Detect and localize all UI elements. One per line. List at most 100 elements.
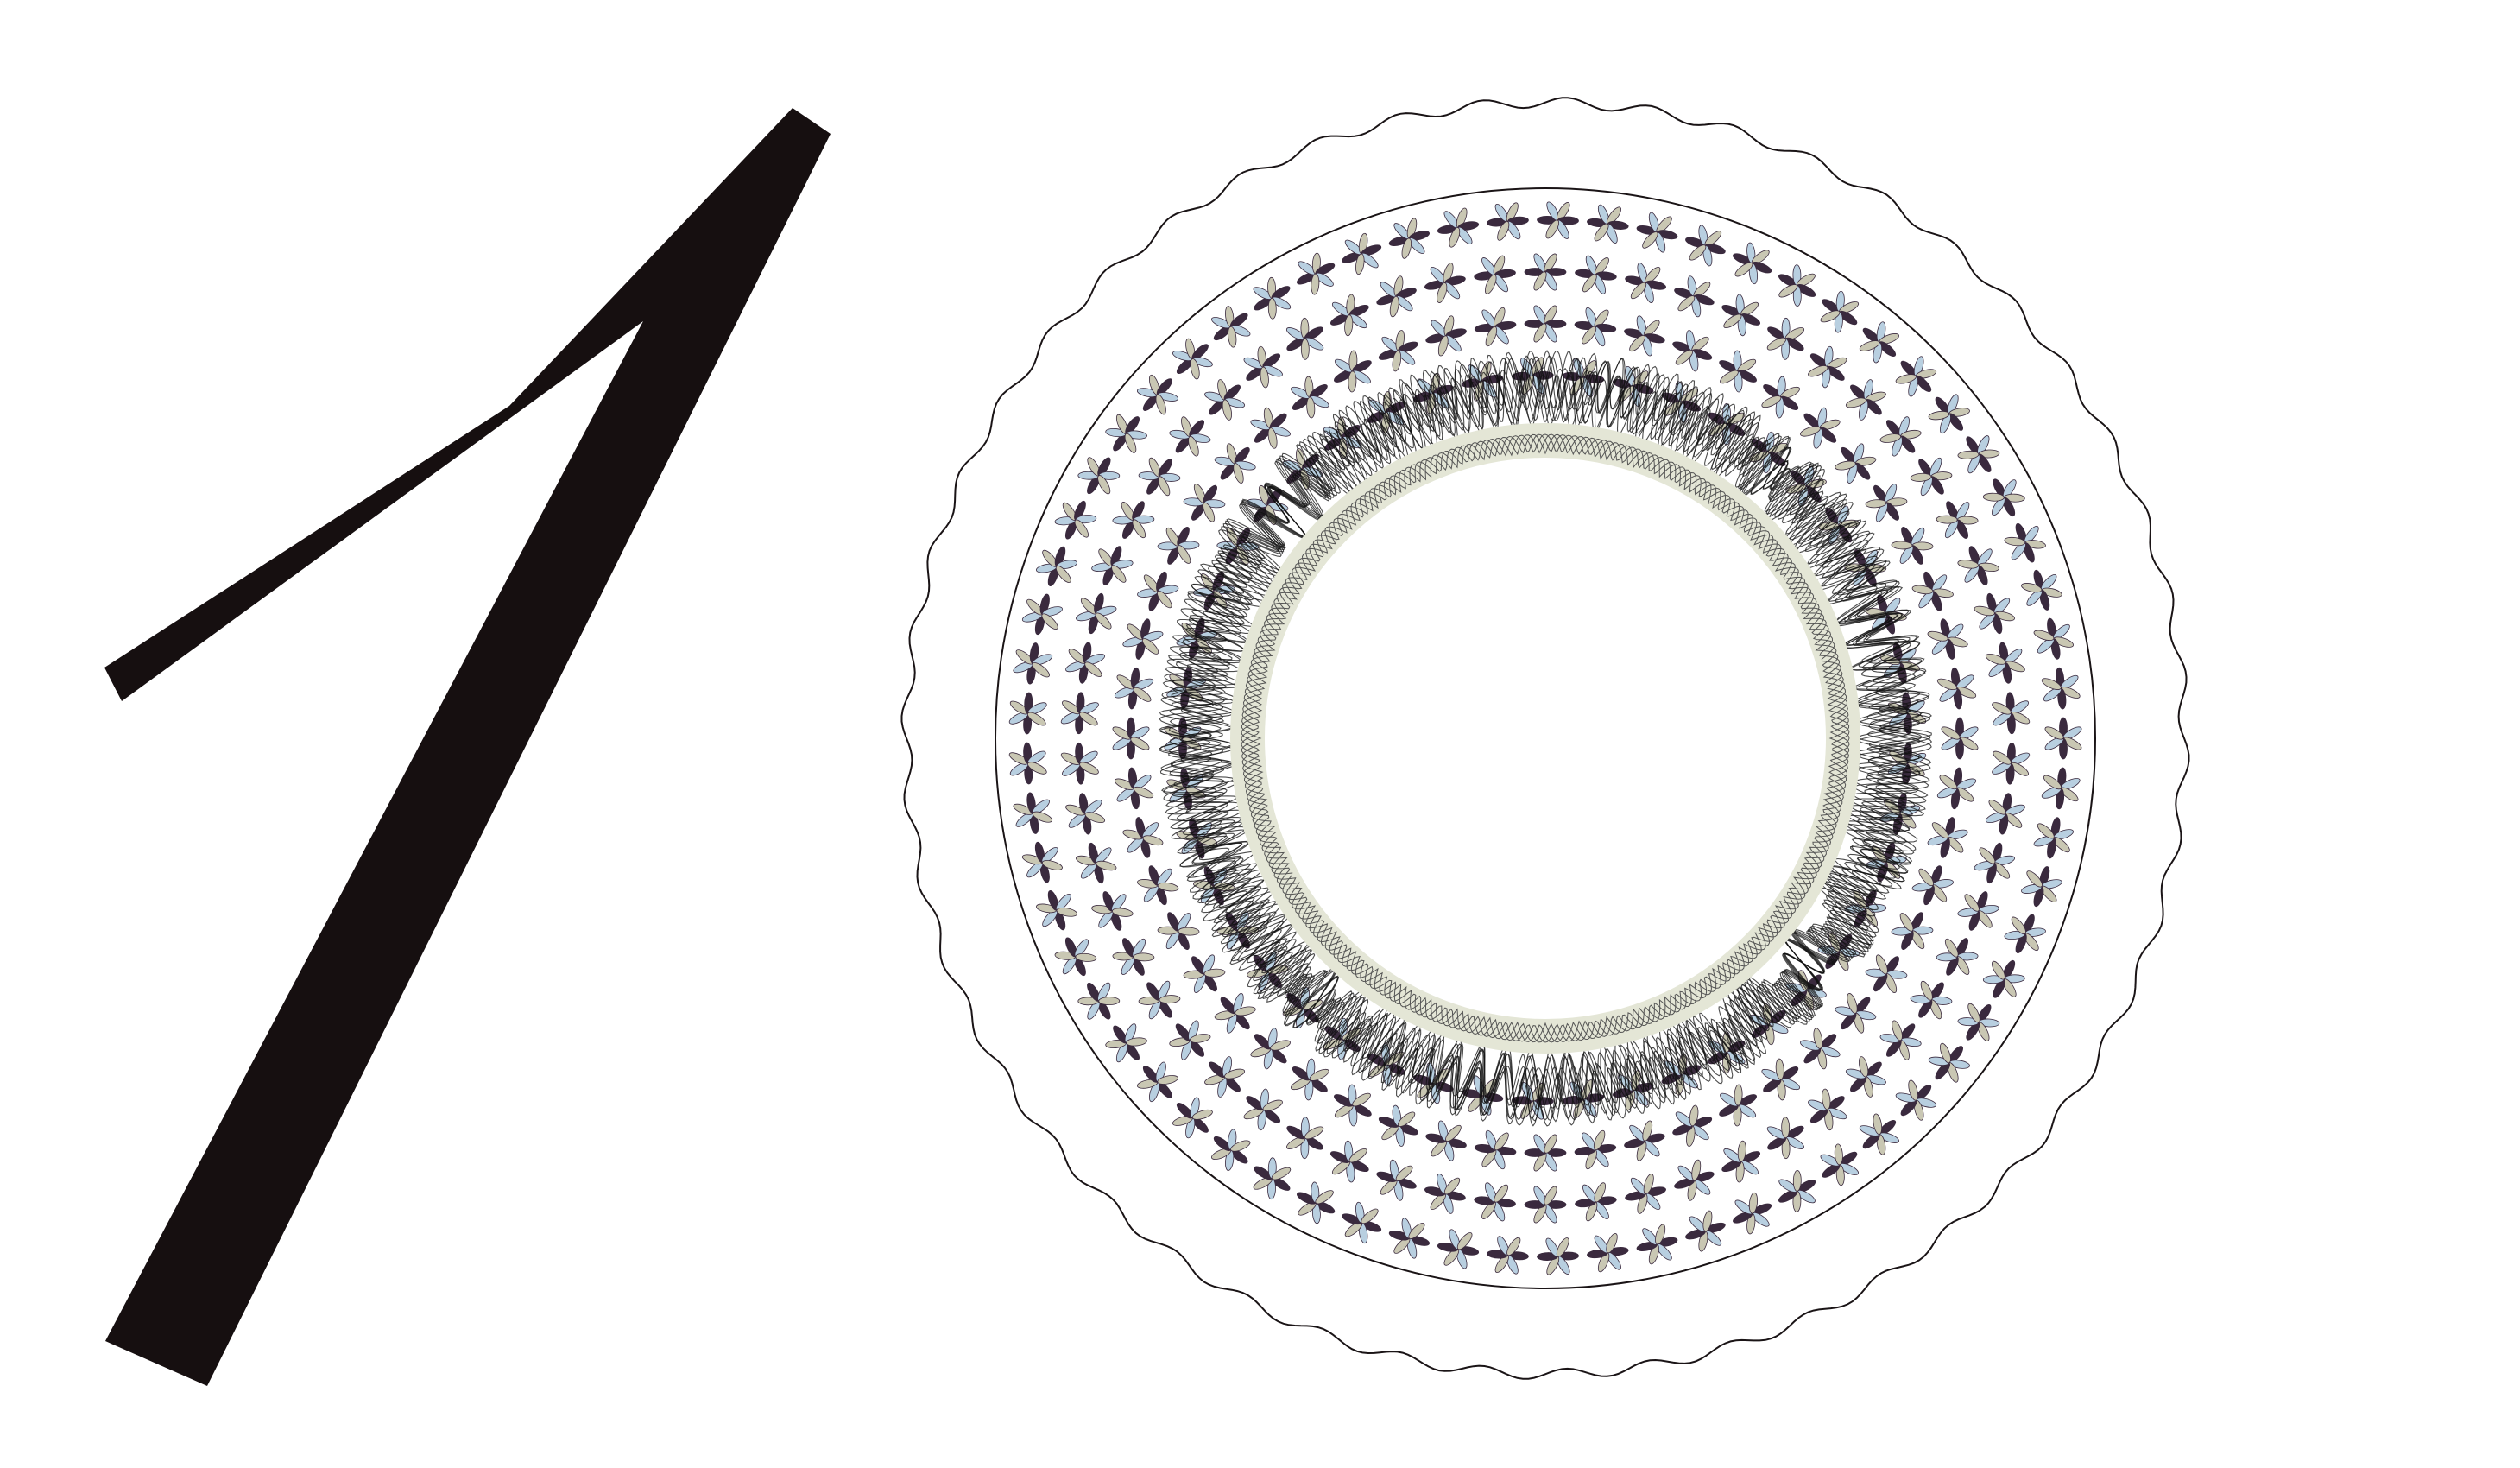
- petal-flower: [1674, 275, 1715, 318]
- petal-flower: [1974, 592, 2015, 635]
- petal-flower: [1992, 692, 2031, 735]
- petal-flower: [1845, 379, 1886, 421]
- petal-flower: [1778, 264, 1816, 307]
- petal-flower: [1183, 484, 1226, 522]
- petal-flower: [2004, 522, 2046, 563]
- petal-flower: [1136, 374, 1178, 415]
- petal-flower: [2033, 817, 2074, 859]
- petal-flower: [1766, 1117, 1805, 1160]
- petal-flower: [1891, 912, 1934, 950]
- petal-flower: [1243, 345, 1283, 389]
- petal-flower: [1291, 376, 1329, 419]
- petal-flower: [1376, 1159, 1417, 1201]
- petal-flower: [1879, 416, 1922, 457]
- petal-flower: [2021, 569, 2062, 611]
- petal-flower: [1342, 232, 1382, 275]
- petal-flower: [1835, 993, 1877, 1034]
- petal-flower: [1982, 959, 2025, 998]
- petal-flower: [1808, 345, 1847, 389]
- petal-flower: [1574, 307, 1617, 347]
- numeral-one-shape: [104, 108, 831, 1386]
- petal-flower: [2041, 767, 2081, 810]
- petal-flower: [1291, 1058, 1329, 1101]
- petal-flower: [1974, 842, 2015, 884]
- petal-flower: [1524, 1186, 1567, 1224]
- petal-flower: [1928, 394, 1970, 434]
- numeral-one: [104, 108, 831, 1386]
- petal-flower: [1835, 443, 1877, 484]
- petal-flower: [1474, 1129, 1517, 1170]
- petal-flower: [1865, 954, 1908, 993]
- petal-flower: [1624, 1120, 1665, 1161]
- petal-flower: [1137, 571, 1179, 611]
- petal-flower: [1982, 478, 2025, 517]
- petal-flower: [1114, 767, 1154, 810]
- petal-flower: [1936, 767, 1977, 810]
- petal-flower: [1524, 253, 1567, 291]
- petal-flower: [1487, 1236, 1529, 1275]
- petal-flower: [1424, 263, 1466, 303]
- petal-flower: [1761, 1058, 1800, 1101]
- petal-flower: [1672, 1104, 1713, 1147]
- guilloche-line: [1159, 357, 1931, 1127]
- petal-flower: [1957, 891, 1999, 931]
- petal-flower: [1183, 954, 1226, 993]
- petal-flower: [1334, 1084, 1372, 1127]
- inner-band-fill: [1230, 423, 1860, 1054]
- petal-flower: [1927, 618, 1968, 660]
- petal-flower: [1761, 376, 1800, 419]
- petal-flower: [1112, 501, 1155, 539]
- petal-pattern-band: [995, 187, 2096, 1289]
- petal-flower: [1329, 294, 1369, 337]
- petal-flower: [1820, 1143, 1860, 1186]
- petal-flower: [1214, 443, 1256, 484]
- petal-flower: [1060, 692, 1099, 735]
- petal-flower: [1060, 742, 1099, 785]
- petal-flower: [1091, 546, 1134, 585]
- petal-flower: [1342, 1201, 1382, 1244]
- petal-flower: [1114, 667, 1154, 710]
- petal-flower: [1778, 1170, 1816, 1212]
- petal-flower: [1636, 212, 1678, 253]
- petal-flower: [1685, 1210, 1726, 1252]
- petal-flower: [1250, 407, 1291, 449]
- petal-flower: [1329, 1140, 1369, 1183]
- petal-flower: [1253, 276, 1292, 320]
- petal-flower: [1624, 315, 1665, 357]
- petal-flower: [1719, 350, 1757, 393]
- petal-flower: [1537, 201, 1579, 239]
- petal-flower: [1911, 571, 1954, 611]
- petal-flower: [1437, 207, 1480, 248]
- petal-flower: [1587, 204, 1629, 244]
- petal-flower: [1076, 592, 1117, 635]
- petal-flower: [2004, 914, 2046, 954]
- petal-flower: [1424, 1174, 1466, 1214]
- petal-flower: [1376, 275, 1417, 318]
- guilloche-line: [1159, 357, 1931, 1127]
- petal-flower: [1910, 980, 1953, 1020]
- petal-flower: [2044, 717, 2082, 760]
- petal-flower: [1672, 330, 1713, 372]
- inner-scallop-line: [1241, 433, 1850, 1043]
- petal-flower: [1524, 305, 1567, 343]
- petal-flower: [1204, 1056, 1246, 1098]
- guilloche-band: [1158, 350, 1933, 1127]
- petal-flower: [1474, 1182, 1516, 1222]
- petal-flower: [1859, 321, 1899, 364]
- petal-flower: [1733, 1192, 1772, 1235]
- petal-flower: [1112, 938, 1155, 976]
- petal-flower: [1766, 317, 1805, 360]
- petal-flower: [1865, 484, 1908, 522]
- petal-flower: [1425, 1120, 1467, 1161]
- petal-flower: [1936, 938, 1979, 976]
- petal-flower: [1054, 937, 1097, 977]
- petal-flower: [1285, 317, 1324, 360]
- petal-flower: [1169, 1020, 1211, 1060]
- petal-flower: [1157, 527, 1200, 565]
- guilloche-line: [1159, 350, 1932, 1123]
- petal-flower: [1136, 1061, 1178, 1103]
- petal-flower: [1157, 912, 1200, 950]
- petal-flower: [1013, 792, 1053, 834]
- petal-flower: [1820, 290, 1860, 333]
